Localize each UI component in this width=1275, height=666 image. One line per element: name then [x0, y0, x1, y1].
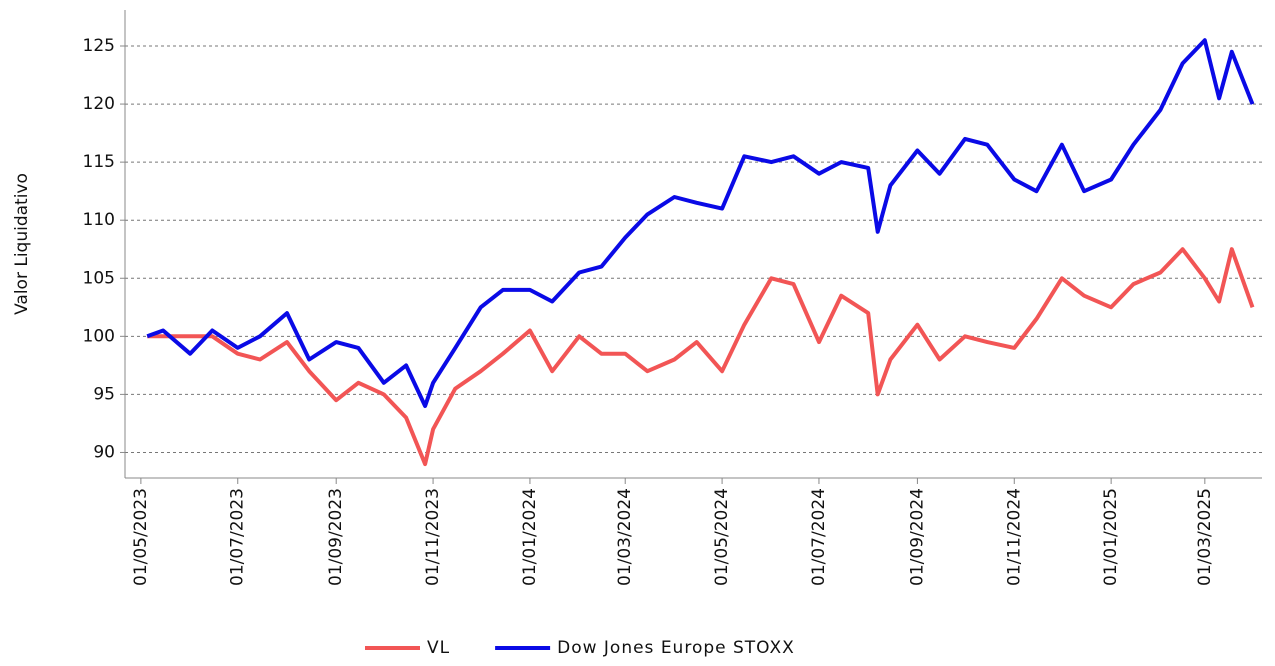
legend-label: VL	[427, 638, 450, 658]
x-tick-label: 01/09/2023	[326, 488, 346, 586]
series-line	[147, 247, 1255, 467]
y-tick-label: 100	[83, 326, 115, 346]
x-tick-label: 01/05/2023	[131, 488, 151, 586]
legend-label: Dow Jones Europe STOXX	[557, 638, 795, 658]
x-tick-label: 01/07/2024	[809, 488, 829, 586]
y-tick-label: 105	[83, 268, 115, 288]
x-tick-label: 01/07/2023	[228, 488, 248, 586]
x-tick-label: 01/03/2024	[615, 488, 635, 586]
y-tick-label: 110	[83, 210, 115, 230]
series-line	[146, 38, 1255, 408]
y-axis-title: Valor Liquidativo	[12, 173, 32, 315]
y-tick-label: 125	[83, 36, 115, 56]
x-tick-label: 01/01/2024	[520, 488, 540, 586]
x-tick-label: 01/03/2025	[1195, 488, 1215, 586]
x-tick-label: 01/09/2024	[907, 488, 927, 586]
y-tick-label: 90	[93, 442, 115, 462]
x-tick-label: 01/11/2023	[423, 488, 443, 586]
x-tick-label: 01/05/2024	[712, 488, 732, 586]
x-tick-label: 01/01/2025	[1101, 488, 1121, 586]
x-tick-label: 01/11/2024	[1004, 488, 1024, 586]
y-tick-label: 95	[93, 384, 115, 404]
y-tick-label: 120	[83, 94, 115, 114]
y-tick-label: 115	[83, 152, 115, 172]
